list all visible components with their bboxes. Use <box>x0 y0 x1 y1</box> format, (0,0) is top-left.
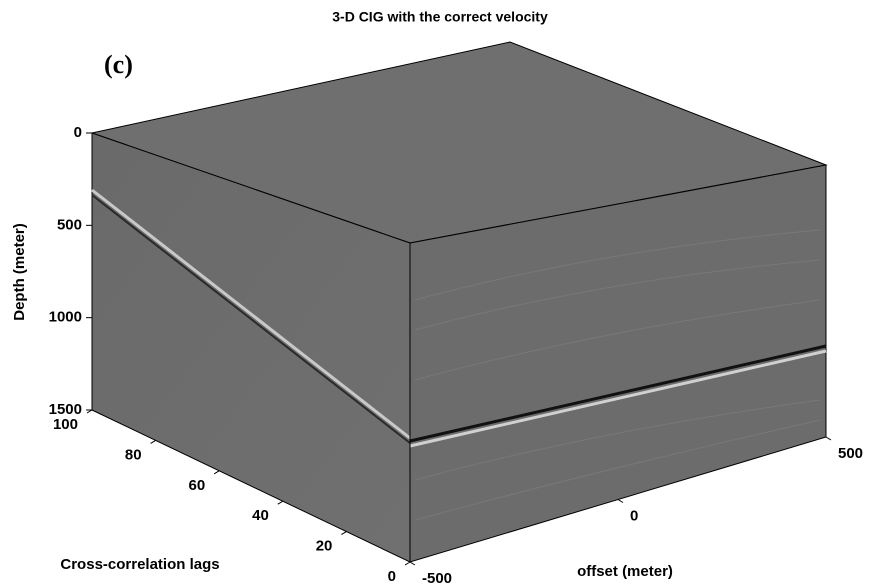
x-tick-label: 80 <box>125 446 142 463</box>
x-tick-label: 20 <box>316 538 333 555</box>
z-tick-label: 500 <box>57 216 82 233</box>
x-tick <box>341 532 346 535</box>
x-tick <box>151 440 156 443</box>
y-tick-label: 500 <box>838 445 863 462</box>
y-tick <box>410 562 415 565</box>
y-tick <box>826 437 831 440</box>
x-tick-label: 100 <box>53 416 78 433</box>
x-axis-label: Cross-correlation lags <box>60 556 219 573</box>
z-axis-label: Depth (meter) <box>11 223 28 321</box>
y-tick-label: -500 <box>422 570 452 586</box>
z-tick-label: 0 <box>74 124 82 141</box>
panel-label: (c) <box>104 50 133 79</box>
y-tick <box>618 500 623 503</box>
x-tick-label: 60 <box>189 477 206 494</box>
x-tick <box>405 562 410 565</box>
chart: 3-D CIG with the correct velocity (c) De… <box>0 0 881 586</box>
y-axis-label: offset (meter) <box>577 563 673 580</box>
x-tick-label: 40 <box>252 507 269 524</box>
chart-title: 3-D CIG with the correct velocity <box>332 9 548 25</box>
x-tick <box>214 471 219 474</box>
x-tick-label: 0 <box>388 568 396 585</box>
x-tick <box>278 501 283 504</box>
y-tick-label: 0 <box>630 507 638 524</box>
z-tick-label: 1000 <box>49 309 82 326</box>
